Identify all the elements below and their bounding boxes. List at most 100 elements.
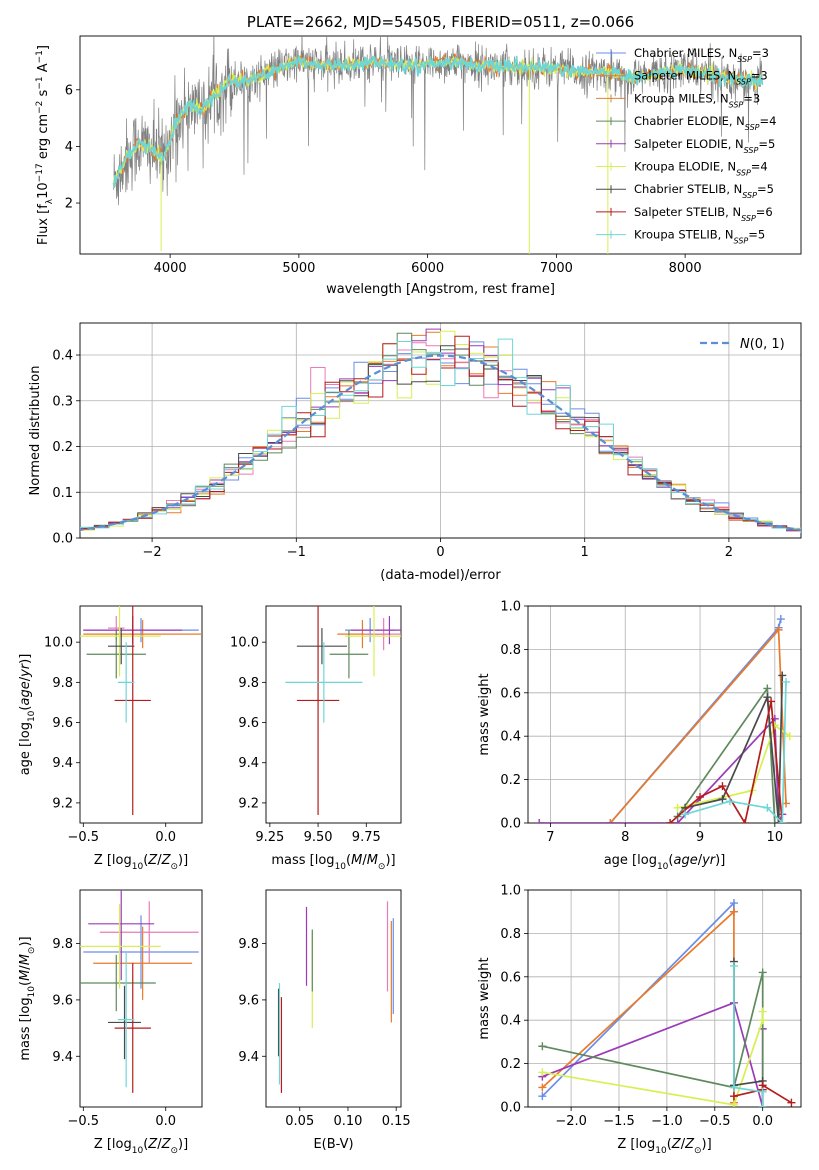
mass-vs-Z-errorbars: [80, 890, 199, 1093]
y-tick-label: 0.3: [52, 394, 73, 409]
x-tick-label: 9.75: [352, 830, 381, 845]
weight-series-line: [677, 724, 791, 809]
weight-series-marker: [725, 797, 734, 806]
mass-vs-Z-frame: [79, 889, 203, 1108]
x-tick-label: 0.0: [155, 1114, 176, 1129]
weight-vs-age-axes: 7 8 9 10 0.0 0.2 0.4 0.6 0.8 1.0 age [log10(age/yr…: [477, 600, 802, 872]
weight-vs-Z-xlabel: Z [log10(Z/Z⊙)]: [617, 1137, 711, 1156]
errorbar-point: [296, 628, 347, 665]
y-tick-label: 9.8: [52, 676, 73, 691]
y-tick-label: 4: [65, 140, 73, 155]
weight-series-marker: [758, 1016, 767, 1025]
weight-vs-Z-series: [538, 899, 796, 1107]
legend-entry: Chabrier MILES, NSSP=3: [634, 46, 769, 64]
y-tick-label: 9.2: [238, 796, 259, 811]
weight-series-marker: [718, 782, 727, 791]
x-tick-label: −0.5: [68, 830, 100, 845]
weight-vs-Z-grid: [528, 889, 801, 1108]
errorbar-point: [114, 606, 151, 815]
y-tick-label: 0.6: [500, 686, 521, 701]
x-tick-label: 7000: [540, 261, 573, 276]
mass-vs-Z-ylabel: mass [log10(M/M⊙)]: [18, 936, 37, 1060]
weight-series-marker: [729, 899, 738, 908]
age-vs-Z-ylabel: age [log10(age/yr)]: [18, 654, 37, 776]
y-tick-label: 1.0: [500, 600, 521, 615]
y-tick-label: 9.6: [52, 716, 73, 731]
weight-vs-age-ylabel: mass weight: [477, 673, 492, 755]
x-tick-label: −1: [287, 545, 306, 560]
spectrum-frame: [79, 35, 802, 255]
weight-series-marker: [763, 693, 772, 702]
x-tick-label: 9: [696, 830, 704, 845]
weight-series-marker: [538, 1083, 547, 1092]
y-tick-label: 6: [65, 83, 73, 98]
residuals-ylabel: Normed distribution: [28, 366, 43, 496]
weight-series-marker: [776, 615, 785, 624]
y-tick-label: 9.6: [238, 993, 259, 1008]
weight-vs-age-series: [535, 615, 794, 823]
weight-series-marker: [666, 819, 675, 823]
weight-series-marker: [729, 961, 738, 970]
y-tick-label: 0.0: [500, 1101, 521, 1116]
weight-series-marker: [538, 1092, 547, 1101]
x-tick-label: 8: [621, 830, 629, 845]
x-tick-label: 2: [725, 545, 733, 560]
age-vs-mass-axes: 9.25 9.50 9.75 9.2 9.4 9.6 9.8 10.0 mass [log10(…: [230, 605, 402, 872]
errorbar-point: [83, 915, 199, 989]
y-tick-label: 9.8: [238, 676, 259, 691]
mass-vs-EBV-frame: [265, 889, 402, 1108]
y-tick-label: 9.6: [52, 993, 73, 1008]
normal-legend-label: N(0, 1): [740, 337, 785, 352]
spectrum-title: PLATE=2662, MJD=54505, FIBERID=0511, z=0…: [247, 13, 634, 31]
y-tick-label: 0.2: [500, 1057, 521, 1072]
weight-vs-Z-axes: −2.0 −1.5 −1.0 −0.5 0.0 0.0 0.2 0.4 0.6 0.8 1.0 Z […: [477, 884, 802, 1156]
mass-vs-EBV-errorbars: [277, 901, 394, 1093]
errorbar-point: [88, 890, 155, 981]
x-tick-label: 0.05: [285, 1114, 314, 1129]
weight-series-marker: [729, 1100, 738, 1107]
normal-curve: [80, 354, 801, 532]
y-tick-label: 0.0: [52, 532, 73, 547]
age-vs-mass-errorbars: [285, 606, 401, 815]
errorbar-point: [296, 606, 340, 815]
x-tick-label: −1.5: [603, 1114, 635, 1129]
y-tick-label: 0.4: [52, 349, 73, 364]
y-tick-label: 9.4: [238, 1050, 259, 1065]
weight-series-marker: [778, 819, 787, 823]
y-tick-label: 0.1: [52, 486, 73, 501]
weight-series-marker: [778, 671, 787, 680]
spectrum-lines: [112, 36, 764, 254]
x-tick-label: 4000: [154, 261, 187, 276]
x-tick-label: 9.50: [304, 830, 333, 845]
weight-series-marker: [782, 677, 791, 686]
weight-series-marker: [767, 697, 776, 706]
weight-vs-Z-ylabel: mass weight: [477, 957, 492, 1039]
age-vs-Z-errorbars: [80, 606, 202, 815]
y-tick-label: 9.4: [238, 756, 259, 771]
errorbar-point: [108, 628, 135, 665]
weight-series-marker: [729, 907, 738, 916]
weight-series-marker: [770, 721, 779, 730]
age-vs-mass-xlabel: mass [log10(M/M⊙)]: [271, 853, 395, 872]
histograms: [80, 328, 801, 533]
weight-series-marker: [758, 1103, 767, 1107]
weight-series-line: [542, 972, 764, 1107]
residuals-xlabel: (data-model)/error: [380, 568, 501, 583]
y-tick-label: 0.8: [500, 643, 521, 658]
errorbar-point: [114, 963, 151, 1093]
x-tick-label: 0.15: [382, 1114, 411, 1129]
legend-entry: Kroupa STELIB, NSSP=5: [634, 228, 765, 246]
weight-series-marker: [535, 819, 544, 823]
weight-series-marker: [785, 732, 794, 741]
weight-series-marker: [606, 819, 615, 823]
weight-series-marker: [763, 684, 772, 693]
y-tick-label: 10.0: [44, 636, 73, 651]
weight-series-line: [669, 701, 784, 823]
y-tick-label: 1.0: [500, 884, 521, 899]
x-tick-label: 5000: [282, 261, 315, 276]
errorbar-point: [117, 952, 135, 1088]
legend-entry: Kroupa MILES, NSSP=3: [634, 91, 760, 109]
spectrum-legend: Chabrier MILES, NSSP=3 Salpeter MILES, NS…: [596, 46, 776, 245]
legend-entry: Salpeter STELIB, NSSP=6: [634, 205, 773, 223]
